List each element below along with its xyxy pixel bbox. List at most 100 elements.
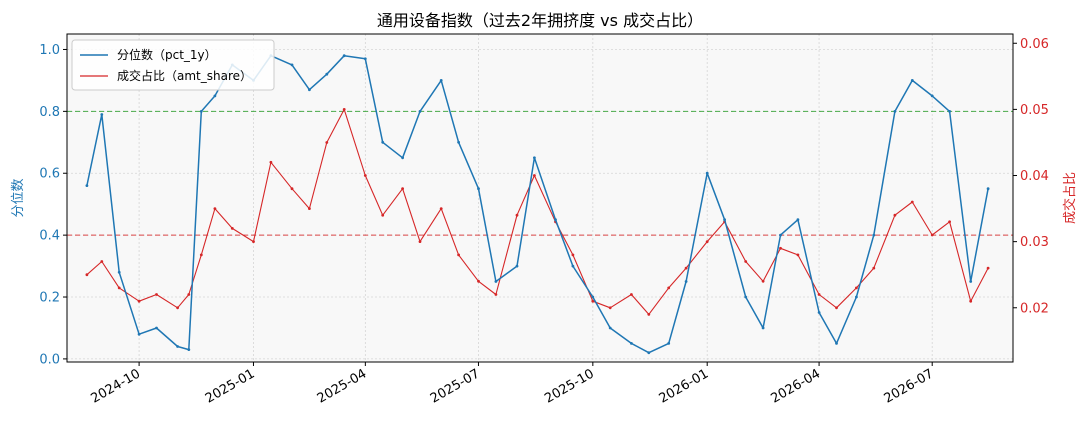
point-amt	[252, 240, 255, 244]
series-line-amt	[86, 108, 989, 315]
point-amt	[647, 313, 651, 316]
y-left-tick-label: 1.0	[39, 43, 60, 58]
y-right-tick-label: 0.06	[1020, 37, 1049, 52]
legend-label-amt: 成交占比（amt_share）	[117, 68, 252, 83]
point-pct	[684, 280, 688, 283]
point-pct	[477, 187, 480, 191]
point-pct	[796, 218, 800, 222]
point-pct	[381, 140, 385, 144]
point-amt	[269, 160, 273, 164]
point-amt	[910, 200, 914, 204]
point-pct	[667, 342, 671, 345]
y-left-tick-label: 0.6	[39, 167, 60, 182]
point-amt	[571, 253, 575, 257]
point-amt	[705, 240, 709, 244]
point-amt	[533, 174, 536, 177]
point-pct	[213, 94, 217, 98]
point-pct	[591, 295, 595, 299]
point-pct	[85, 184, 89, 188]
point-pct	[117, 270, 121, 274]
legend-label-pct: 分位数（pct_1y）	[117, 47, 217, 62]
point-pct	[872, 233, 876, 237]
point-amt	[230, 227, 234, 230]
point-amt	[85, 273, 89, 277]
point-pct	[571, 264, 575, 268]
point-amt	[155, 293, 158, 296]
point-amt	[835, 306, 838, 310]
point-pct	[930, 94, 934, 98]
point-amt	[969, 299, 973, 303]
point-pct	[744, 295, 748, 299]
point-amt	[308, 207, 311, 211]
point-amt	[199, 253, 203, 257]
point-pct	[308, 88, 311, 92]
point-pct	[100, 113, 104, 116]
point-pct	[855, 295, 858, 299]
point-amt	[457, 253, 460, 257]
point-amt	[187, 293, 191, 296]
point-pct	[176, 345, 180, 348]
point-pct	[137, 332, 141, 336]
legend-box	[71, 39, 275, 91]
point-amt	[342, 108, 346, 111]
point-amt	[930, 233, 934, 237]
point-pct	[342, 54, 346, 58]
point-amt	[761, 279, 765, 283]
point-pct	[457, 140, 460, 144]
point-amt	[684, 266, 688, 270]
point-pct	[155, 326, 158, 330]
point-pct	[533, 156, 536, 160]
point-amt	[213, 207, 217, 211]
point-amt	[872, 266, 876, 270]
point-pct	[910, 79, 914, 82]
point-amt	[744, 260, 748, 263]
point-amt	[325, 141, 329, 144]
point-amt	[381, 213, 385, 217]
point-pct	[705, 171, 709, 175]
point-amt	[667, 286, 671, 290]
point-pct	[969, 280, 973, 283]
point-amt	[439, 207, 443, 211]
point-amt	[477, 279, 480, 283]
point-pct	[986, 187, 990, 191]
point-amt	[117, 286, 121, 290]
point-amt	[591, 299, 595, 303]
point-amt	[494, 293, 498, 296]
point-amt	[137, 299, 141, 303]
point-amt	[290, 187, 294, 191]
point-pct	[325, 72, 329, 76]
y-right-tick-label: 0.04	[1020, 169, 1049, 184]
y-axis-left-label: 分位数	[11, 178, 26, 217]
y-left-tick-label: 0.0	[39, 352, 60, 367]
point-amt	[986, 266, 990, 270]
y-right-tick-label: 0.03	[1020, 235, 1049, 250]
point-amt	[418, 240, 422, 244]
point-amt	[796, 253, 800, 257]
y-left-tick-label: 0.4	[39, 229, 60, 244]
point-amt	[855, 286, 858, 290]
y-left-tick-label: 0.2	[39, 291, 60, 306]
y-right-tick-label: 0.02	[1020, 301, 1049, 316]
y-left-tick-label: 0.8	[39, 105, 60, 120]
legend: 分位数（pct_1y） 成交占比（amt_share）	[71, 39, 275, 91]
point-amt	[401, 187, 404, 191]
point-amt	[515, 213, 519, 217]
point-pct	[439, 79, 443, 82]
point-pct	[893, 110, 897, 113]
point-amt	[948, 220, 951, 224]
point-pct	[554, 218, 557, 222]
point-amt	[100, 260, 104, 263]
y-axis-right-label: 成交占比	[1062, 172, 1078, 224]
series-line-pct	[86, 54, 989, 354]
chart-title: 通用设备指数（过去2年拥挤度 vs 成交占比）	[377, 11, 703, 30]
point-pct	[761, 326, 765, 330]
point-pct	[779, 233, 782, 237]
point-pct	[647, 351, 651, 355]
point-pct	[199, 110, 203, 113]
point-amt	[608, 306, 612, 310]
point-pct	[363, 57, 367, 61]
point-pct	[515, 264, 519, 268]
point-pct	[187, 348, 191, 351]
point-pct	[418, 110, 422, 113]
